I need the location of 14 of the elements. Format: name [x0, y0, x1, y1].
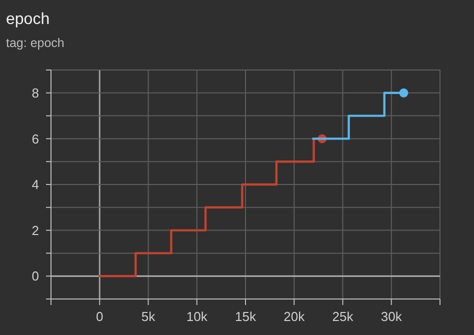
- x-tick-label: 30k: [380, 309, 402, 324]
- y-tick-label: 2: [32, 222, 39, 238]
- y-tick-label: 6: [32, 131, 39, 146]
- y-tick-label: 8: [32, 85, 39, 100]
- y-tick-label: 0: [32, 268, 39, 284]
- x-tick-label: 15k: [235, 309, 256, 324]
- x-tick-label: 0: [96, 309, 104, 324]
- x-tick-label: 5k: [141, 309, 156, 324]
- x-tick-label: 10k: [186, 309, 208, 324]
- y-tick-label: 4: [32, 177, 39, 192]
- x-tick-label: 20k: [284, 309, 306, 324]
- chart-title: epoch: [6, 11, 50, 28]
- x-tick-label: 25k: [332, 309, 354, 324]
- chart-subtitle: tag: epoch: [6, 36, 64, 50]
